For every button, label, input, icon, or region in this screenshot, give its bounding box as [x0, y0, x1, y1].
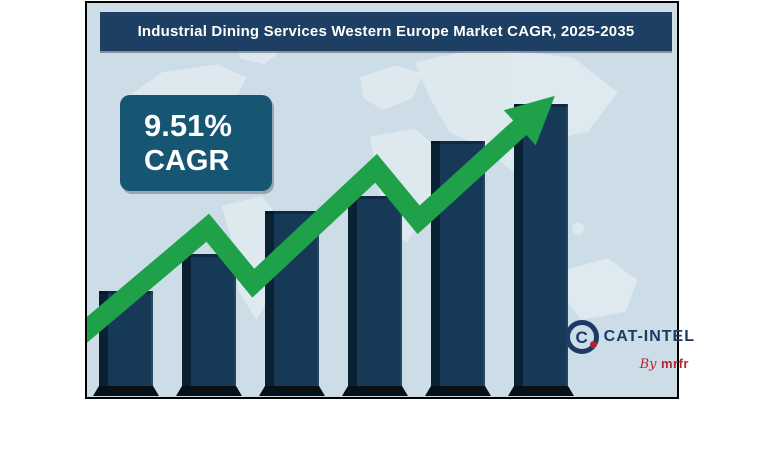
logo-row: C CAT-INTEL: [564, 320, 695, 354]
bar-base-shadow: [425, 386, 491, 396]
cat-intel-logo-icon: C: [564, 320, 599, 354]
chart-title: Industrial Dining Services Western Europ…: [137, 23, 635, 40]
cagr-value: 9.51%: [144, 108, 232, 143]
bar: [265, 211, 319, 386]
logo-byline: By mrfr: [640, 355, 689, 373]
bar: [182, 254, 236, 386]
bar: [99, 291, 153, 386]
chart-panel: Industrial Dining Services Western Europ…: [85, 1, 694, 399]
bar-base-shadow: [259, 386, 325, 396]
bar-base-shadow: [508, 386, 574, 396]
logo-red-dot-icon: [589, 341, 597, 348]
logo-letter: C: [575, 327, 588, 347]
cagr-badge: 9.51% CAGR: [120, 95, 272, 191]
bar: [348, 196, 402, 386]
logo-by-text: By: [639, 357, 657, 372]
cagr-label: CAGR: [144, 145, 230, 178]
logo-mrfr-text: mrfr: [660, 356, 689, 371]
bar: [431, 141, 485, 386]
chart-title-banner: Industrial Dining Services Western Europ…: [100, 12, 672, 51]
bar: [514, 104, 568, 386]
brand-logo: C CAT-INTEL By mrfr: [564, 320, 695, 373]
logo-wordmark: CAT-INTEL: [603, 328, 695, 345]
bar-base-shadow: [176, 386, 242, 396]
bar-base-shadow: [93, 386, 159, 396]
bar-base-shadow: [342, 386, 408, 396]
